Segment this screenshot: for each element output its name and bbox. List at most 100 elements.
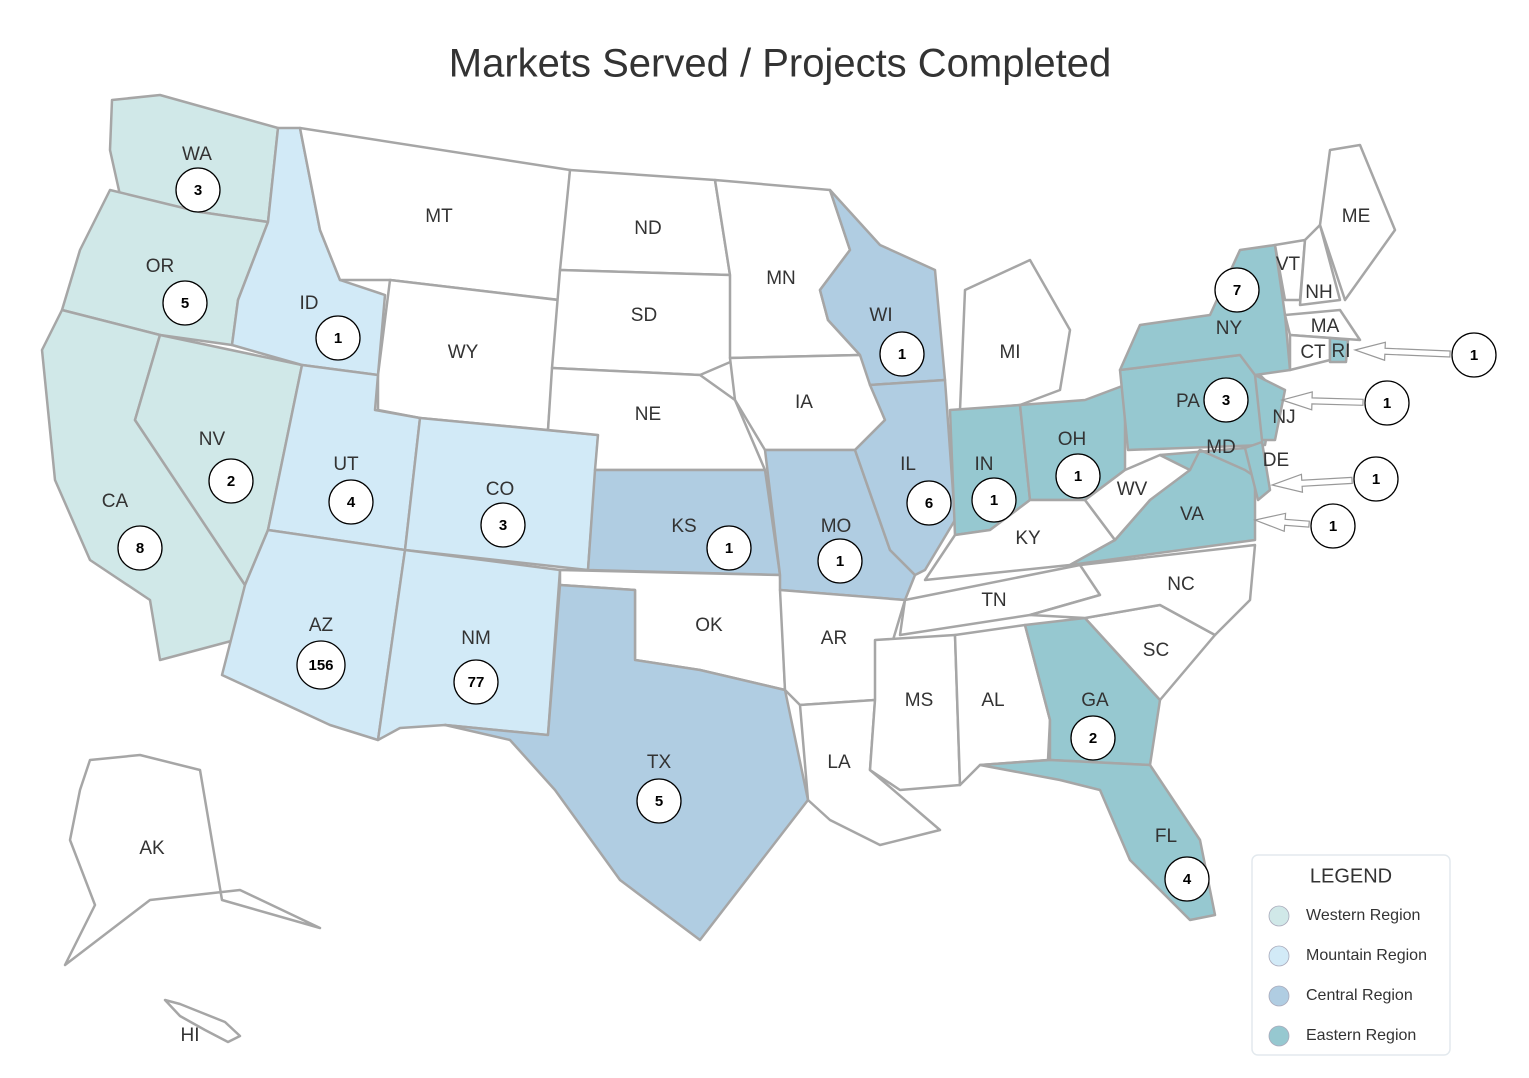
count-label: 1 <box>990 492 998 509</box>
state <box>1298 223 1342 307</box>
state-abbr: KY <box>1015 528 1041 549</box>
state-abbr: WV <box>1117 479 1148 500</box>
state <box>1253 373 1287 442</box>
count-badge <box>817 538 863 584</box>
callout-arrow <box>1352 341 1451 362</box>
state-abbr: MS <box>905 690 934 711</box>
count-badge <box>971 477 1017 523</box>
count-badge <box>1310 503 1356 549</box>
state-abbr: DE <box>1263 450 1289 471</box>
state-abbr: KS <box>671 516 696 537</box>
count-label: 77 <box>468 674 485 691</box>
count-badge <box>1055 453 1101 499</box>
state-abbr: CO <box>486 479 515 500</box>
legend-label: Western Region <box>1306 907 1420 924</box>
legend-items: Western Region Mountain Region Central Reg… <box>1268 905 1427 1047</box>
count-badge <box>315 315 361 361</box>
state <box>1243 440 1272 502</box>
count-label: 1 <box>334 330 342 347</box>
state-abbr: AZ <box>309 615 334 636</box>
state-abbr: SC <box>1143 640 1169 661</box>
state-abbr: MO <box>821 516 852 537</box>
state <box>1028 543 1257 637</box>
state-abbr: MN <box>766 268 796 289</box>
count-label: 1 <box>1470 347 1478 364</box>
count-badge <box>879 331 925 377</box>
callout-arrow <box>1252 512 1310 533</box>
count-label: 1 <box>1329 518 1337 535</box>
legend-swatch <box>1268 1025 1290 1047</box>
count-badge <box>296 640 346 690</box>
state <box>443 583 810 942</box>
count-label: 5 <box>655 793 663 810</box>
count-label: 8 <box>136 540 144 557</box>
count-badge <box>1164 856 1210 902</box>
map-title: Markets Served / Projects Completed <box>449 42 1111 86</box>
state-abbr: WI <box>869 305 892 326</box>
legend-swatch <box>1268 945 1290 967</box>
state-abbr: NH <box>1305 282 1332 303</box>
state <box>550 268 737 377</box>
state <box>853 378 957 577</box>
count-badge <box>1451 332 1497 378</box>
count-label: 5 <box>181 295 189 312</box>
count-label: 1 <box>836 553 844 570</box>
count-badge <box>706 525 752 571</box>
state-abbr: MT <box>425 206 453 227</box>
state-abbr: AR <box>821 628 847 649</box>
state-abbr: MA <box>1311 316 1340 337</box>
state <box>163 998 242 1044</box>
state-abbr: IL <box>900 454 916 475</box>
count-label: 4 <box>347 494 356 511</box>
count-label: 3 <box>194 182 202 199</box>
state-abbr: VA <box>1180 504 1204 525</box>
state-abbr: LA <box>827 752 851 773</box>
state-abbr: MD <box>1206 437 1236 458</box>
state-abbr: WY <box>448 342 479 363</box>
state <box>868 633 962 792</box>
state-abbr: ND <box>634 218 661 239</box>
state <box>63 753 322 967</box>
legend: LEGEND <box>1251 854 1451 1056</box>
count-badge <box>117 525 163 571</box>
state-abbr: OK <box>695 615 723 636</box>
count-label: 2 <box>1089 730 1097 747</box>
state-abbr: NM <box>461 628 491 649</box>
legend-label: Central Region <box>1306 987 1413 1004</box>
legend-label: Eastern Region <box>1306 1027 1416 1044</box>
state-abbr: PA <box>1176 391 1200 412</box>
count-badge <box>328 479 374 525</box>
legend-swatch <box>1268 905 1290 927</box>
state-abbr: FL <box>1155 826 1177 847</box>
count-badge <box>175 167 221 213</box>
count-label: 3 <box>499 517 507 534</box>
state-abbr: OR <box>146 256 175 277</box>
count-badge <box>906 480 952 526</box>
states <box>40 93 1397 1044</box>
count-badge <box>1353 456 1399 502</box>
legend-box <box>1251 854 1451 1056</box>
callout-arrow <box>1279 391 1364 411</box>
state-abbr: CA <box>102 491 129 512</box>
state-abbr: OH <box>1058 429 1087 450</box>
state-abbr: TX <box>647 752 672 773</box>
count-label: 4 <box>1183 871 1192 888</box>
state-abbr: IA <box>795 392 813 413</box>
state <box>978 758 1217 922</box>
state-abbr: GA <box>1081 690 1109 711</box>
legend-title: LEGEND <box>1310 865 1392 887</box>
state-abbr: AK <box>139 838 165 859</box>
state-abbr: ID <box>300 293 319 314</box>
state-abbr: NV <box>199 429 226 450</box>
count-label: 156 <box>308 657 333 674</box>
count-label: 1 <box>1074 468 1082 485</box>
state-abbr: NJ <box>1272 407 1295 428</box>
state-abbr: SD <box>631 305 657 326</box>
state <box>958 258 1072 412</box>
state-abbr: WA <box>182 144 212 165</box>
state-abbr: IN <box>975 454 994 475</box>
state-abbr: ME <box>1342 206 1371 227</box>
count-badge <box>453 659 499 705</box>
state-abbr: AL <box>981 690 1004 711</box>
